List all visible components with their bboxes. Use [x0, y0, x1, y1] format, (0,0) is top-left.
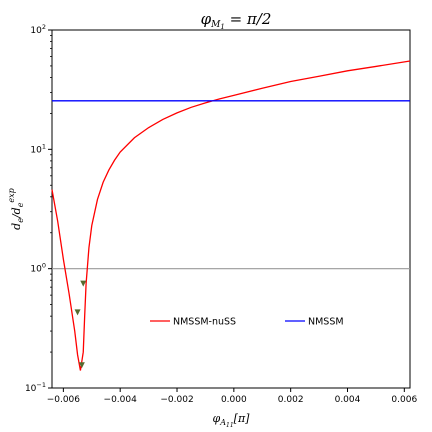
y-axis: 10−1 100 101 102: [25, 23, 52, 394]
x-tick-label: 0.002: [278, 395, 304, 405]
legend-label-nmssm: NMSSM: [308, 317, 344, 328]
x-tick-label: 0.000: [221, 395, 247, 405]
x-tick-label: −0.006: [47, 395, 81, 405]
y-tick-label: 100: [30, 262, 46, 275]
marker-point-1: [74, 309, 81, 316]
series-layer: [51, 60, 411, 371]
y-tick-label: 102: [30, 23, 46, 36]
x-tick-label: −0.004: [104, 395, 138, 405]
chart-title: φM1 = π/2: [201, 10, 272, 31]
legend-label-nmssm-nuss: NMSSM-nuSS: [173, 317, 236, 328]
marker-point-2: [78, 362, 85, 369]
x-tick-label: −0.002: [160, 395, 193, 405]
series-line-nmssm-nuss: [51, 60, 411, 371]
plot-area: [51, 29, 411, 389]
marker-point-3: [80, 280, 87, 287]
x-axis-label: φA11[π]: [213, 412, 251, 429]
x-axis: −0.006 −0.004 −0.002 0.000 0.002 0.004 0.006: [47, 388, 417, 405]
legend: NMSSM-nuSS NMSSM: [150, 317, 344, 328]
x-tick-label: 0.006: [391, 395, 417, 405]
y-tick-label: 101: [30, 142, 46, 155]
y-tick-label: 10−1: [25, 381, 46, 394]
marker-layer: [74, 280, 87, 369]
y-axis-label: de/deexp: [7, 188, 25, 230]
x-tick-label: 0.004: [335, 395, 361, 405]
